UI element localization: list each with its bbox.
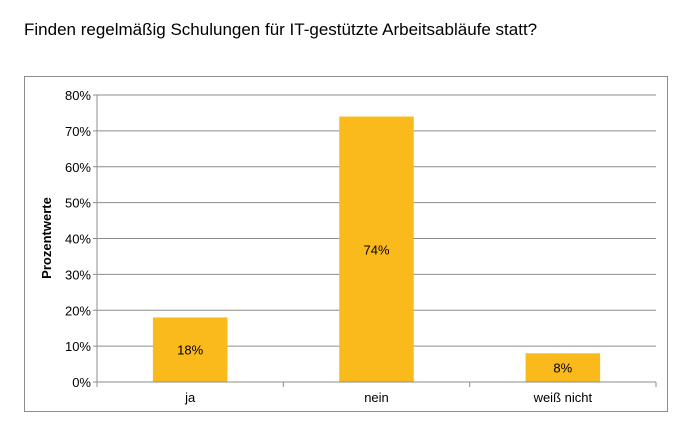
x-tick-label: weiß nicht: [533, 390, 593, 405]
x-tick-label: ja: [184, 390, 196, 405]
chart-title: Finden regelmäßig Schulungen für IT-gest…: [24, 20, 538, 39]
y-tick-label: 0%: [72, 375, 91, 390]
axes: [93, 94, 657, 387]
y-tick-label: 20%: [65, 303, 91, 318]
y-tick-label: 60%: [65, 160, 91, 175]
bar: [339, 116, 414, 383]
x-tick-label: nein: [364, 390, 389, 405]
bar: [152, 317, 228, 382]
y-tick-label: 50%: [65, 196, 91, 211]
bars: [152, 116, 601, 383]
data-label: 18%: [177, 343, 203, 358]
y-tick-label: 30%: [65, 267, 91, 282]
y-tick-label: 80%: [65, 88, 91, 103]
y-tick-label: 10%: [65, 339, 91, 354]
y-axis-label: Prozentwerte: [39, 197, 54, 279]
bar: [525, 353, 601, 382]
data-label: 8%: [553, 361, 572, 376]
labels: 0% 10% 20% 30% 40% 50% 60% 70% 80% 18% ja 74% nein 8%…: [65, 88, 593, 405]
y-tick-label: 70%: [65, 124, 91, 139]
y-tick-label: 40%: [65, 232, 91, 247]
data-label: 74%: [363, 242, 389, 257]
